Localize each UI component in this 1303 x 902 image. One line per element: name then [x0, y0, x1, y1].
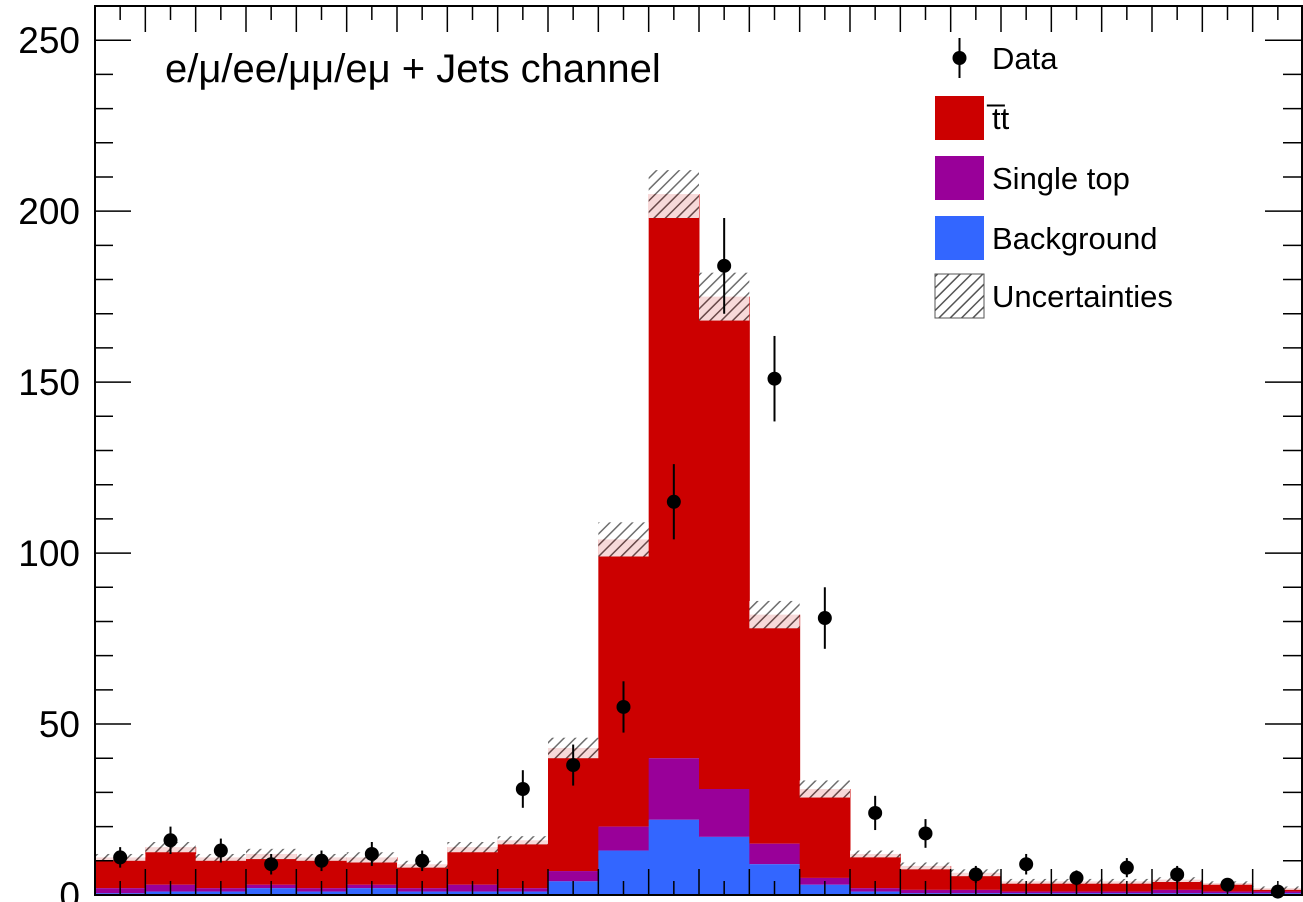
data-point [1170, 867, 1185, 882]
data-point [817, 611, 832, 626]
single-top-bar [598, 826, 650, 851]
data-point [566, 758, 581, 773]
legend-label: Data [992, 41, 1058, 76]
uncertainty-band [799, 780, 850, 798]
ttbar-bar [900, 865, 952, 890]
uncertainty-band [447, 842, 498, 853]
ttbar-bar [447, 847, 499, 885]
single-top-bar [699, 789, 750, 837]
legend-background-swatch [935, 216, 984, 260]
data-point [113, 850, 128, 865]
y-tick-label: 250 [18, 20, 80, 61]
data-points [113, 217, 1285, 899]
data-point [1119, 860, 1134, 875]
single-top-bar [648, 758, 700, 820]
y-tick-label: 100 [18, 533, 80, 574]
ttbar-bar [699, 296, 750, 790]
ttbar-bar [799, 789, 851, 878]
uncertainty-band [900, 862, 951, 870]
ttbar-bar [497, 840, 549, 889]
legend: Data t̅t Single top Background Uncertainties [934, 38, 1173, 319]
legend-data-marker [952, 51, 967, 65]
data-point [515, 782, 530, 797]
channel-annotation: e/μ/ee/μμ/eμ + Jets channel [165, 47, 661, 91]
y-tick-label: 150 [18, 362, 80, 403]
data-point [213, 843, 228, 858]
data-point [666, 494, 681, 509]
data-point [616, 699, 631, 714]
data-point [364, 846, 379, 861]
legend-label: Single top [992, 161, 1130, 196]
legend-ttbar-swatch [935, 96, 984, 140]
uncertainty-band [648, 170, 699, 218]
data-point [968, 867, 983, 882]
single-top-bar [548, 871, 599, 882]
legend-label: Uncertainties [992, 279, 1173, 314]
y-tick-label: 50 [39, 704, 80, 745]
data-point [868, 805, 883, 820]
legend-label: Background [992, 221, 1157, 256]
ttbar-bar [397, 864, 448, 889]
legend-single-top-swatch [935, 156, 984, 200]
data-point [767, 371, 782, 386]
uncertainty-band [497, 836, 548, 845]
data-point [918, 826, 933, 841]
legend-label: t̅t [986, 101, 1010, 136]
data-point [1019, 857, 1034, 872]
y-axis-ticks: 0 50 100 150 200 250 [18, 5, 1301, 902]
data-point [264, 857, 279, 872]
uncertainty-band [850, 850, 901, 858]
uncertainty-band [749, 600, 800, 629]
data-point [314, 853, 329, 868]
y-tick-label: 0 [59, 875, 80, 902]
legend-uncertainty-swatch [934, 273, 985, 319]
data-point [163, 833, 178, 848]
ttbar-bar [749, 614, 801, 844]
data-point [717, 258, 732, 273]
uncertainty-band [598, 522, 649, 557]
y-tick-label: 200 [18, 191, 80, 232]
data-point [1069, 870, 1084, 885]
single-top-bar [749, 843, 801, 865]
data-point [415, 853, 430, 868]
